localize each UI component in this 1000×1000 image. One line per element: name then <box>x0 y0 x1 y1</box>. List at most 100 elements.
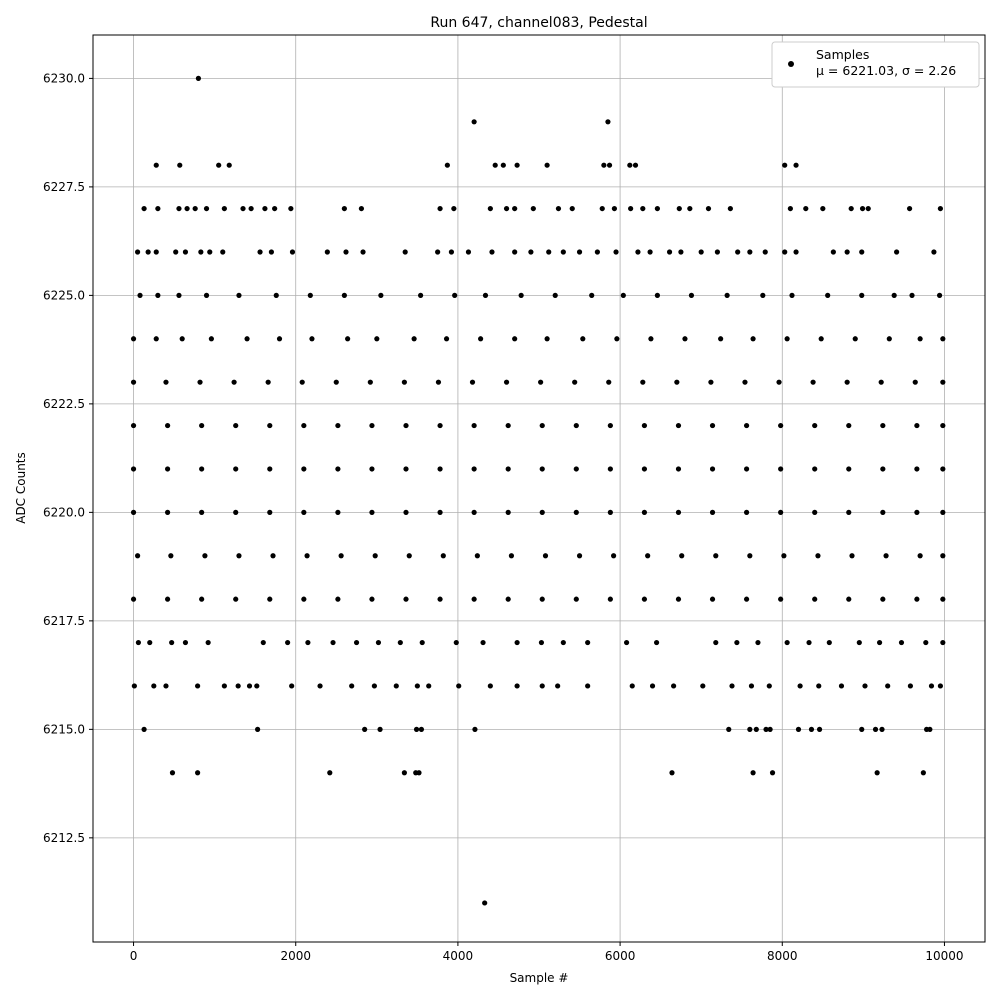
data-point <box>345 336 351 342</box>
data-point <box>708 379 714 385</box>
data-point <box>153 249 159 255</box>
data-point <box>714 249 721 255</box>
data-point <box>891 292 897 298</box>
data-point <box>940 639 946 646</box>
data-point <box>305 639 311 646</box>
data-point <box>820 205 826 212</box>
data-point <box>267 509 273 515</box>
data-point <box>883 553 889 559</box>
data-point <box>937 205 944 212</box>
data-point <box>505 422 511 429</box>
y-tick-label: 6222.5 <box>43 397 85 411</box>
data-point <box>478 336 484 342</box>
data-point <box>940 336 946 342</box>
data-point <box>872 726 879 732</box>
data-point <box>514 639 520 646</box>
data-point <box>859 726 865 732</box>
data-point <box>177 162 183 168</box>
data-point <box>623 639 630 646</box>
data-point <box>272 205 278 212</box>
data-point <box>416 770 422 776</box>
data-point <box>538 639 545 646</box>
data-point <box>358 205 365 212</box>
data-point <box>165 466 171 472</box>
data-point <box>880 509 886 515</box>
data-point <box>236 292 242 298</box>
data-point <box>437 205 443 212</box>
data-point <box>221 683 227 689</box>
data-point <box>246 683 253 689</box>
data-point <box>437 509 443 515</box>
data-point <box>165 422 171 429</box>
data-point <box>599 205 605 212</box>
data-point <box>649 683 656 689</box>
data-point <box>397 639 403 646</box>
data-point <box>940 422 946 429</box>
data-point <box>576 249 583 255</box>
data-point <box>940 553 946 559</box>
data-point <box>544 162 550 168</box>
data-point <box>909 292 915 298</box>
legend-series-name: Samples <box>816 47 869 62</box>
data-point <box>403 466 409 472</box>
data-point <box>414 683 420 689</box>
data-point <box>627 162 633 168</box>
data-point <box>830 249 836 255</box>
data-point <box>327 770 333 776</box>
data-point <box>487 683 493 689</box>
data-point <box>514 162 520 168</box>
data-point <box>505 466 511 472</box>
data-point <box>221 205 227 212</box>
data-point <box>709 466 716 472</box>
data-point <box>666 249 673 255</box>
data-point <box>440 553 446 559</box>
data-point <box>606 162 613 168</box>
data-point <box>176 292 182 298</box>
data-point <box>267 466 273 472</box>
data-point <box>735 249 741 255</box>
data-point <box>141 205 147 212</box>
data-point <box>195 770 201 776</box>
data-point <box>914 466 920 472</box>
data-point <box>787 205 793 212</box>
data-point <box>503 205 510 212</box>
data-point <box>179 336 185 342</box>
data-point <box>641 422 648 429</box>
data-point <box>585 639 591 646</box>
data-point <box>508 553 515 559</box>
data-point <box>419 639 425 646</box>
data-point <box>288 205 294 212</box>
data-point <box>611 553 617 559</box>
data-point <box>153 162 159 168</box>
data-point <box>898 639 905 646</box>
data-point <box>812 596 818 602</box>
data-point <box>539 422 545 429</box>
x-tick-label: 2000 <box>280 949 311 963</box>
data-point <box>838 683 845 689</box>
data-point <box>182 249 189 255</box>
data-point <box>789 292 795 298</box>
data-point <box>503 379 510 385</box>
data-point <box>628 205 634 212</box>
data-point <box>244 336 250 342</box>
data-point <box>885 683 891 689</box>
data-point <box>846 466 852 472</box>
data-point <box>763 726 769 732</box>
data-point <box>709 596 716 602</box>
data-point <box>782 162 788 168</box>
data-point <box>437 596 443 602</box>
data-point <box>155 205 161 212</box>
data-point <box>782 249 788 255</box>
chart-title: Run 647, channel083, Pedestal <box>430 15 647 31</box>
data-point <box>437 422 443 429</box>
data-point <box>614 336 620 342</box>
data-point <box>182 639 189 646</box>
data-point <box>413 726 420 732</box>
data-point <box>487 205 493 212</box>
data-point <box>560 249 566 255</box>
data-point <box>580 336 586 342</box>
data-point <box>601 162 607 168</box>
data-point <box>675 596 682 602</box>
data-point <box>878 379 884 385</box>
